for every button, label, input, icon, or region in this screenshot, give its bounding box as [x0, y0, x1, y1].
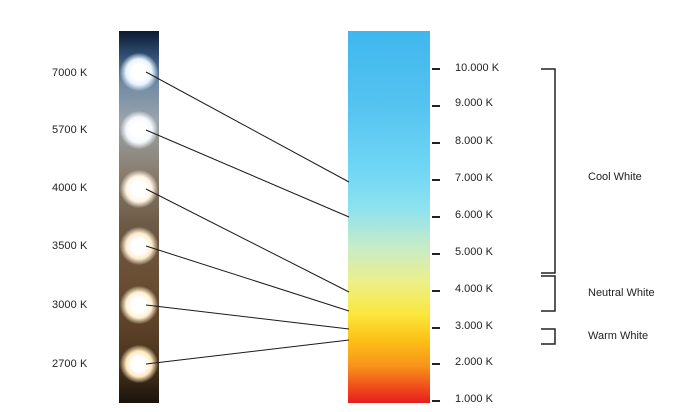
bracket-cool-white	[541, 68, 556, 274]
led-label-3500k: 3500 K	[52, 240, 88, 252]
led-4000k	[120, 170, 158, 208]
group-label-cool-white: Cool White	[588, 171, 642, 183]
scale-label-7000: 7.000 K	[455, 172, 493, 184]
group-label-neutral-white: Neutral White	[588, 287, 655, 299]
led-strip-photo	[119, 31, 159, 403]
scale-label-2000: 2.000 K	[455, 356, 493, 368]
scale-label-8000: 8.000 K	[455, 135, 493, 147]
led-label-7000k: 7000 K	[52, 67, 88, 79]
led-2700k	[120, 345, 158, 383]
led-3000k	[120, 286, 158, 324]
group-label-warm-white: Warm White	[588, 330, 649, 342]
scale-label-3000: 3.000 K	[455, 320, 493, 332]
kelvin-color-scale	[348, 31, 430, 403]
led-5700k	[120, 111, 158, 149]
led-3500k	[120, 227, 158, 265]
led-label-2700k: 2700 K	[52, 358, 88, 370]
scale-label-4000: 4.000 K	[455, 283, 493, 295]
scale-label-6000: 6.000 K	[455, 209, 493, 221]
scale-label-10000: 10.000 K	[455, 62, 500, 74]
connector-line-4000k	[145, 188, 350, 293]
connector-line-2700k	[145, 339, 350, 365]
connector-line-3000k	[145, 304, 350, 330]
connector-line-3500k	[145, 245, 350, 312]
bracket-warm-white	[541, 328, 556, 345]
led-label-5700k: 5700 K	[52, 124, 88, 136]
connector-line-5700k	[145, 129, 350, 218]
led-label-4000k: 4000 K	[52, 182, 88, 194]
led-label-3000k: 3000 K	[52, 299, 88, 311]
led-7000k	[120, 53, 158, 91]
scale-label-5000: 5.000 K	[455, 246, 493, 258]
scale-label-1000: 1.000 K	[455, 393, 493, 405]
scale-label-9000: 9.000 K	[455, 97, 493, 109]
bracket-neutral-white	[541, 275, 556, 312]
connector-line-7000k	[145, 71, 350, 183]
